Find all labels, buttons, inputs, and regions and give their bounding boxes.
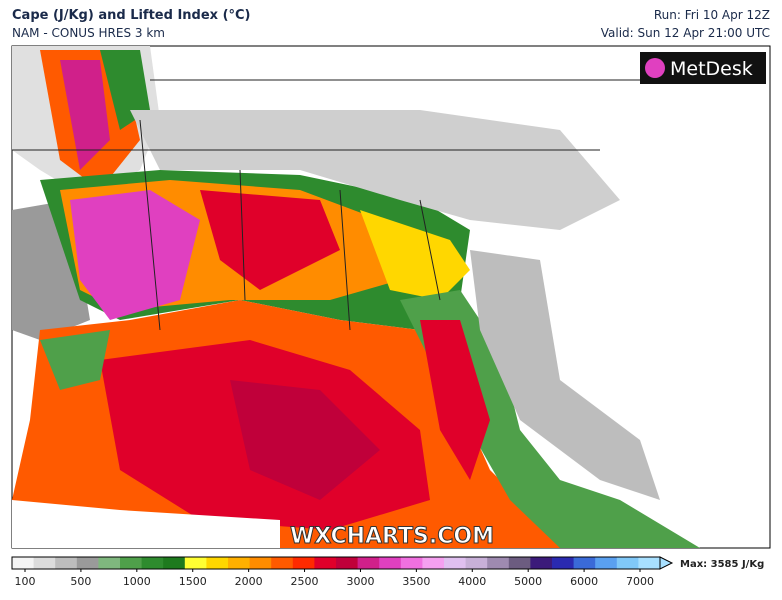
- region: [70, 190, 200, 320]
- model: NAM - CONUS HRES 3 km: [12, 26, 165, 40]
- colorbar-segment: [141, 557, 164, 569]
- colorbar-segment: [184, 557, 207, 569]
- colorbar-segment: [400, 557, 423, 569]
- colorbar-max: Max: 3585 J/Kg: [680, 559, 764, 570]
- region: [400, 290, 700, 548]
- colorbar-segment: [638, 557, 661, 569]
- colorbar-segment: [249, 557, 272, 569]
- colorbar-segment: [292, 557, 315, 569]
- colorbar-segment: [55, 557, 78, 569]
- colorbar-segment: [357, 557, 380, 569]
- colorbar-tick-label: 5000: [514, 575, 542, 588]
- region: [60, 60, 110, 170]
- region: [360, 210, 470, 300]
- colorbar-segment: [595, 557, 618, 569]
- region: [130, 110, 620, 230]
- colorbar-segment: [12, 557, 35, 569]
- colorbar-segment: [163, 557, 186, 569]
- region: [200, 190, 340, 290]
- colorbar-segment: [206, 557, 229, 569]
- colorbar-tick-label: 1500: [179, 575, 207, 588]
- colorbar-segment: [616, 557, 639, 569]
- colorbar-segment: [487, 557, 510, 569]
- colorbar-tick-label: 1000: [123, 575, 151, 588]
- colorbar-segment: [120, 557, 143, 569]
- colorbar-arrow: [659, 556, 674, 570]
- colorbar-segment: [98, 557, 121, 569]
- logo: MetDesk: [670, 58, 753, 80]
- colorbar-segment: [379, 557, 402, 569]
- watermark: WXCHARTS.COM: [290, 524, 494, 549]
- colorbar-tick-label: 2500: [291, 575, 319, 588]
- colorbar-tick-label: 100: [15, 575, 36, 588]
- logo-icon: [645, 58, 665, 78]
- colorbar-segment: [422, 557, 445, 569]
- colorbar-segment: [76, 557, 99, 569]
- state-border: [12, 79, 640, 331]
- colorbar-segment: [271, 557, 294, 569]
- region: [420, 320, 490, 480]
- colorbar-segment: [573, 557, 596, 569]
- region: [470, 250, 660, 500]
- run: Run: Fri 10 Apr 12Z: [653, 8, 770, 22]
- colorbar-segment: [336, 557, 359, 569]
- colorbar: 100 500 1000 1500 2000 2500 3000 3500 4000 5000 60…: [11, 556, 764, 588]
- colorbar-frame: [11, 556, 661, 570]
- colorbar-tick-label: 2000: [235, 575, 263, 588]
- colorbar-segment: [465, 557, 488, 569]
- colorbar-segment: [508, 557, 531, 569]
- region: [40, 330, 110, 390]
- colorbar-tick-label: 500: [70, 575, 91, 588]
- colorbar-segment: [33, 557, 56, 569]
- colorbar-tick-label: 3000: [346, 575, 374, 588]
- region: [12, 500, 280, 548]
- region: [230, 380, 380, 500]
- colorbar-tick-label: 3500: [402, 575, 430, 588]
- colorbar-segment: [552, 557, 575, 569]
- colorbar-tick-label: 7000: [626, 575, 654, 588]
- colorbar-tick-label: 4000: [458, 575, 486, 588]
- colorbar-segment: [228, 557, 251, 569]
- colorbar-segment: [444, 557, 467, 569]
- valid: Valid: Sun 12 Apr 21:00 UTC: [600, 26, 770, 40]
- colorbar-segment: [314, 557, 337, 569]
- colorbar-tick-label: 6000: [570, 575, 598, 588]
- title: Cape (J/Kg) and Lifted Index (°C): [12, 8, 251, 23]
- colorbar-segment: [530, 557, 553, 569]
